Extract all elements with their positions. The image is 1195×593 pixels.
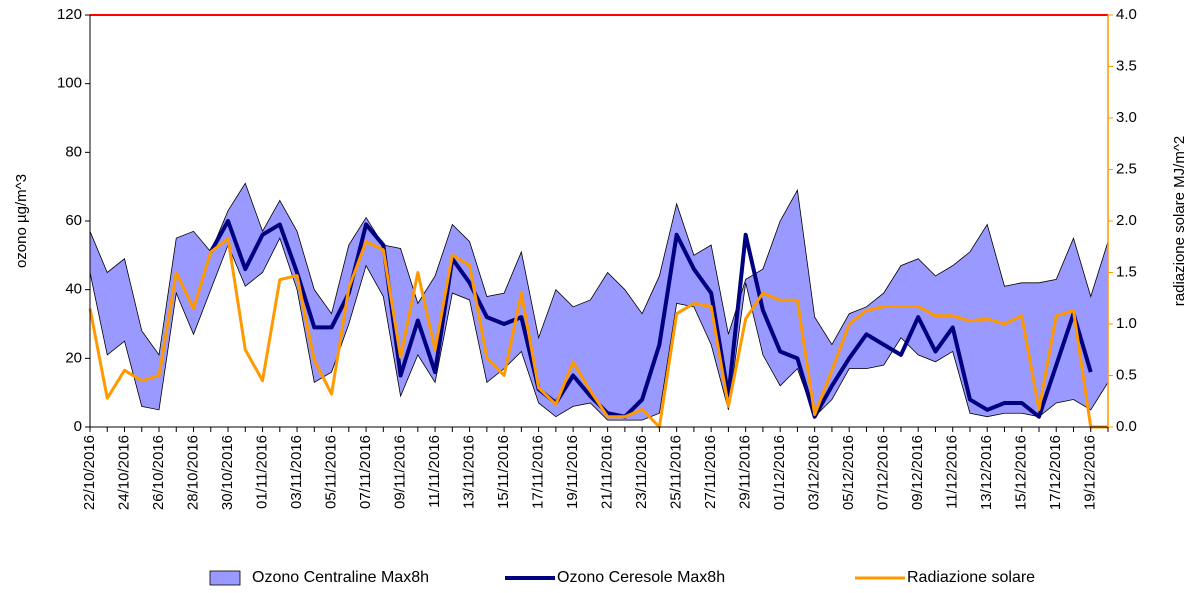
x-tick-label: 19/11/2016 <box>564 435 581 509</box>
y-tick-label: 120 <box>57 6 82 23</box>
x-tick-label: 05/12/2016 <box>840 435 857 510</box>
y2-tick-label: 2.5 <box>1116 160 1137 177</box>
x-tick-label: 17/12/2016 <box>1047 435 1064 510</box>
x-tick-label: 15/11/2016 <box>495 435 512 509</box>
x-tick-label: 19/12/2016 <box>1082 435 1099 510</box>
y-tick-label: 60 <box>65 212 82 229</box>
legend-swatch <box>209 570 241 586</box>
x-tick-label: 07/11/2016 <box>357 435 374 509</box>
x-tick-label: 24/10/2016 <box>115 435 132 510</box>
y2-axis-title: radiazione solare MJ/m^2 <box>1171 136 1188 306</box>
x-tick-label: 01/11/2016 <box>254 435 271 509</box>
x-tick-label: 13/11/2016 <box>461 435 478 509</box>
x-tick-label: 26/10/2016 <box>150 435 167 510</box>
y2-tick-label: 4.0 <box>1116 6 1137 23</box>
x-tick-label: 21/11/2016 <box>599 435 616 509</box>
series-line <box>88 237 1108 429</box>
x-tick-label: 23/11/2016 <box>633 435 650 509</box>
legend-label: Radiazione solare <box>907 569 1035 586</box>
legend-label: Ozono Centraline Max8h <box>252 569 429 586</box>
x-tick-label: 17/11/2016 <box>530 435 547 509</box>
y-tick-label: 80 <box>65 143 82 160</box>
x-tick-label: 09/12/2016 <box>909 435 926 510</box>
x-tick-label: 11/12/2016 <box>944 435 961 509</box>
y-tick-label: 0 <box>74 418 82 435</box>
series-line <box>209 219 1093 419</box>
y-axis-title: ozono µg/m^3 <box>13 174 30 268</box>
x-tick-label: 03/12/2016 <box>806 435 823 510</box>
y-tick-label: 100 <box>57 75 82 92</box>
y-tick-label: 40 <box>65 281 82 298</box>
x-tick-label: 22/10/2016 <box>81 435 98 510</box>
x-tick-label: 29/11/2016 <box>737 435 754 509</box>
y2-tick-label: 1.0 <box>1116 315 1137 332</box>
x-tick-label: 30/10/2016 <box>219 435 236 510</box>
x-tick-label: 28/10/2016 <box>184 435 201 510</box>
x-tick-label: 25/11/2016 <box>668 435 685 509</box>
x-tick-label: 13/12/2016 <box>978 435 995 510</box>
y2-tick-label: 1.5 <box>1116 263 1137 280</box>
band-area <box>89 182 1109 421</box>
x-tick-label: 05/11/2016 <box>323 435 340 509</box>
y2-tick-label: 0.5 <box>1116 366 1137 383</box>
y2-tick-label: 3.0 <box>1116 109 1137 126</box>
x-tick-label: 03/11/2016 <box>288 435 305 509</box>
x-tick-label: 07/12/2016 <box>875 435 892 510</box>
y2-tick-label: 0.0 <box>1116 418 1137 435</box>
x-tick-label: 01/12/2016 <box>771 435 788 510</box>
x-tick-label: 11/11/2016 <box>426 435 443 508</box>
y2-tick-label: 2.0 <box>1116 212 1137 229</box>
x-tick-label: 15/12/2016 <box>1013 435 1030 510</box>
y-tick-label: 20 <box>65 349 82 366</box>
x-tick-label: 09/11/2016 <box>392 435 409 509</box>
x-tick-label: 27/11/2016 <box>702 435 719 509</box>
y2-tick-label: 3.5 <box>1116 57 1137 74</box>
legend-label: Ozono Ceresole Max8h <box>557 569 725 586</box>
